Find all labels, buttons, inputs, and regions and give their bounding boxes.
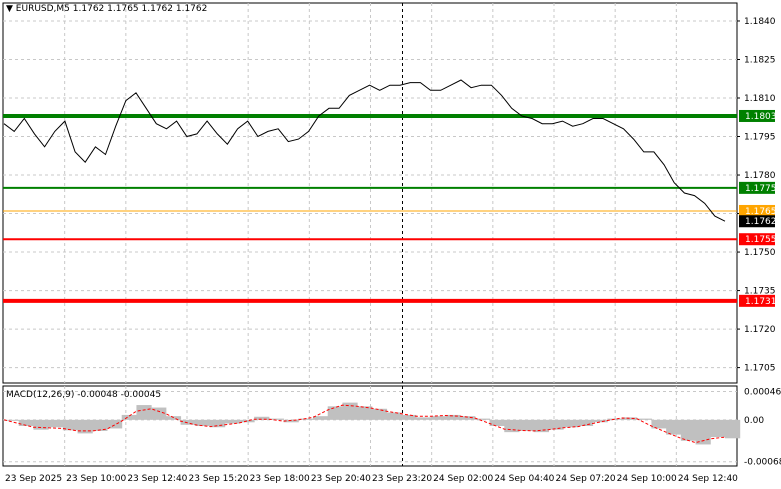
level-price-tag: [739, 294, 775, 307]
macd-histogram-bar: [416, 417, 432, 420]
macd-histogram-bar: [651, 419, 667, 429]
level-price-tag: [739, 233, 775, 246]
macd-histogram-bar: [210, 419, 226, 428]
macd-signal-value: -0.00045: [120, 390, 162, 400]
level-price-tag: [739, 181, 775, 194]
symbol-label: EURUSD,M5: [15, 4, 70, 14]
macd-y-tick-label: 0.00: [744, 416, 764, 426]
macd-histogram-bar: [725, 419, 741, 439]
macd-histogram-bar: [695, 419, 711, 445]
y-tick-label: 1.1840: [744, 17, 776, 27]
macd-histogram-bar: [460, 416, 476, 420]
macd-histogram-bar: [710, 419, 726, 438]
x-tick-label: 23 Sep 12:40: [127, 474, 187, 484]
y-tick-label: 1.1735: [744, 287, 776, 297]
macd-histogram-bar: [77, 419, 93, 434]
macd-indicator-label: MACD(12,26,9): [6, 390, 75, 400]
macd-histogram-bar: [92, 419, 108, 431]
macd-histogram-bar: [180, 419, 196, 425]
x-tick-label: 24 Sep 10:00: [617, 474, 677, 484]
macd-histogram-bar: [357, 406, 373, 420]
y-tick-label: 1.1810: [744, 94, 776, 104]
level-price-label: 1.1803: [745, 112, 777, 122]
macd-y-tick-label: -0.00068: [744, 458, 781, 468]
macd-histogram-bar: [33, 419, 49, 430]
macd-histogram-bar: [386, 412, 402, 420]
macd-histogram-bar: [592, 419, 608, 423]
macd-histogram-bar: [107, 419, 123, 429]
macd-histogram-bar: [607, 418, 623, 420]
macd-histogram-bar: [519, 419, 535, 431]
x-tick-label: 23 Sep 18:00: [250, 474, 310, 484]
x-tick-label: 23 Sep 23:20: [372, 474, 432, 484]
y-tick-label: 1.1705: [744, 364, 776, 374]
macd-histogram-bar: [18, 419, 34, 426]
x-tick-label: 23 Sep 10:00: [66, 474, 126, 484]
x-tick-label: 24 Sep 02:00: [433, 474, 493, 484]
macd-histogram-bar: [401, 414, 417, 420]
macd-histogram-bar: [48, 419, 64, 428]
y-tick-label: 1.1720: [744, 325, 776, 335]
price-series-line: [3, 79, 726, 222]
macd-y-tick-label: 0.00046: [744, 388, 781, 398]
macd-histogram-bar: [445, 414, 461, 420]
macd-histogram-bar: [136, 405, 152, 420]
level-price-label: 1.1775: [745, 184, 777, 194]
ohlc-label: 1.1762 1.1765 1.1762 1.1762: [72, 4, 208, 14]
macd-histogram-bar: [666, 419, 682, 435]
macd-histogram-bar: [636, 418, 652, 420]
macd-histogram-bar: [548, 419, 564, 430]
y-tick-label: 1.1780: [744, 171, 776, 181]
macd-histogram-bar: [254, 416, 270, 420]
macd-histogram-bar: [680, 419, 697, 441]
macd-histogram-bar: [474, 418, 491, 420]
x-tick-label: 23 Sep 20:40: [311, 474, 371, 484]
chart-header: ▼ EURUSD,M5 1.1762 1.1765 1.1762 1.1762: [6, 4, 207, 14]
x-tick-label: 23 Sep 15:20: [189, 474, 249, 484]
macd-histogram-bar: [622, 417, 638, 420]
y-tick-label: 1.1825: [744, 55, 776, 65]
macd-histogram-bar: [563, 419, 579, 428]
level-price-label: 1.1755: [745, 235, 777, 245]
macd-header: MACD(12,26,9) -0.00048 -0.00045: [6, 390, 161, 400]
macd-histogram-bar: [121, 414, 137, 420]
main-panel-frame: [2, 2, 738, 384]
macd-histogram-bar: [283, 419, 299, 423]
macd-main-value: -0.00048: [77, 390, 118, 400]
macd-histogram-bar: [239, 419, 255, 423]
x-tick-label: 24 Sep 07:20: [556, 474, 616, 484]
level-price-tag: [739, 204, 775, 217]
dropdown-triangle-icon[interactable]: ▼: [6, 4, 13, 14]
level-price-tag: [739, 109, 775, 122]
y-tick-label: 1.1795: [744, 133, 776, 143]
macd-histogram-bar: [151, 407, 167, 420]
level-price-label: 1.1731: [745, 297, 777, 307]
current-price-tag: [739, 215, 775, 228]
x-tick-label: 23 Sep 2025: [5, 474, 62, 484]
macd-histogram-bar: [62, 419, 79, 431]
macd-histogram-bar: [298, 418, 314, 420]
macd-histogram-bar: [577, 419, 594, 426]
y-tick-label: 1.1750: [744, 248, 776, 258]
macd-histogram-bar: [430, 416, 446, 420]
level-price-label: 1.1765: [745, 207, 777, 217]
macd-histogram-bar: [4, 419, 20, 421]
macd-histogram-bar: [313, 416, 329, 420]
macd-histogram-bar: [533, 419, 549, 433]
macd-histogram-bar: [224, 419, 240, 424]
macd-histogram-bar: [504, 419, 520, 433]
macd-histogram-bar: [371, 408, 388, 420]
macd-histogram-bar: [342, 402, 358, 420]
macd-histogram-bar: [327, 406, 343, 420]
macd-histogram-bar: [195, 419, 211, 426]
x-tick-label: 24 Sep 12:40: [678, 474, 738, 484]
current-price-label: 1.1762: [745, 217, 777, 227]
macd-histogram-bar: [268, 418, 285, 420]
x-tick-label: 24 Sep 04:40: [494, 474, 554, 484]
macd-histogram-bar: [489, 419, 505, 426]
